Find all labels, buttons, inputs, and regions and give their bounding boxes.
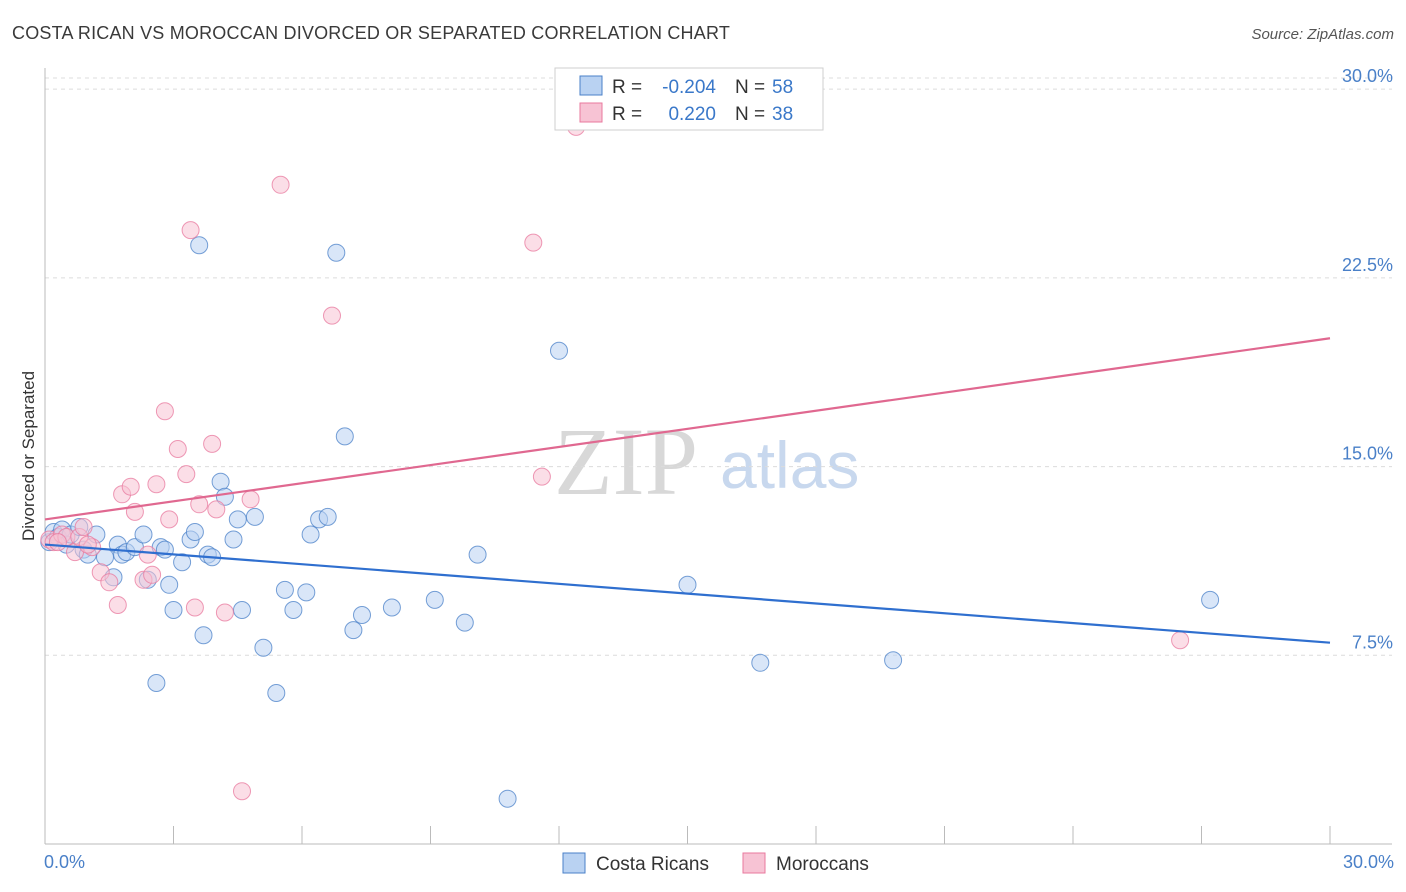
moroccan-point	[233, 782, 251, 801]
bottom-legend-swatch-moroccans	[742, 852, 766, 874]
moroccan-trend-line	[44, 337, 1331, 521]
trend-lines	[44, 337, 1331, 644]
legend-n-label-1: N =	[735, 77, 765, 98]
moroccan-point	[323, 306, 341, 325]
bottom-legend-label-costa-ricans: Costa Ricans	[596, 854, 709, 875]
moroccan-point	[74, 518, 93, 536]
moroccan-point	[108, 596, 127, 614]
series-legend: Costa Ricans Moroccans	[562, 852, 869, 875]
moroccan-point	[271, 175, 290, 194]
costa-rican-point	[751, 653, 770, 672]
legend-swatch-moroccans	[579, 102, 603, 123]
costa-rican-point	[468, 545, 487, 564]
y-tick-label: 22.5%	[1342, 255, 1393, 275]
costa-rican-point	[211, 472, 230, 491]
moroccan-point	[207, 500, 226, 519]
bottom-legend-label-moroccans: Moroccans	[776, 854, 869, 875]
costa-rican-point	[335, 427, 354, 446]
costa-rican-point	[344, 621, 363, 640]
costa-rican-point	[455, 613, 474, 632]
costa-rican-point	[224, 530, 243, 549]
moroccan-point	[100, 573, 119, 592]
moroccan-point	[177, 465, 196, 484]
costa-rican-point	[297, 583, 316, 602]
moroccan-point	[121, 477, 140, 496]
costa-rican-point	[425, 590, 444, 609]
costa-rican-point	[185, 523, 204, 541]
y-tick-label: 30.0%	[1342, 66, 1393, 86]
costa-rican-point	[164, 601, 183, 619]
legend-swatch-costa-ricans	[579, 75, 603, 96]
costa-rican-point	[228, 510, 247, 529]
moroccan-point	[168, 440, 187, 458]
moroccan-point	[181, 221, 200, 240]
costa-rican-point	[550, 341, 568, 360]
scatter-points	[40, 117, 1220, 808]
costa-rican-point	[155, 540, 174, 559]
gridlines	[45, 77, 1392, 656]
moroccan-point	[78, 535, 97, 554]
moroccan-point	[160, 510, 179, 529]
moroccan-point	[190, 495, 209, 514]
costa-rican-point	[160, 575, 179, 594]
y-axis-label: Divorced or Separated	[19, 371, 38, 541]
costa-rican-point	[194, 626, 213, 645]
moroccan-point	[185, 598, 204, 617]
costa-rican-point	[134, 525, 153, 544]
costa-rican-point	[1201, 590, 1220, 609]
costa-rican-point	[190, 236, 209, 255]
chart-title: COSTA RICAN VS MOROCCAN DIVORCED OR SEPA…	[12, 23, 730, 43]
moroccan-point	[215, 603, 234, 622]
costa-rican-point	[275, 580, 294, 599]
x-tick-label-min: 0.0%	[44, 852, 85, 872]
costa-rican-point	[498, 789, 517, 808]
costa-rican-point	[267, 684, 286, 702]
watermark-atlas: atlas	[720, 428, 859, 502]
source-label: Source: ZipAtlas.com	[1251, 26, 1394, 43]
legend-n-value-2: 38	[772, 104, 793, 125]
x-tick-label-max: 30.0%	[1343, 852, 1394, 872]
costa-rican-point	[678, 575, 697, 594]
legend-r-label-2: R =	[612, 104, 642, 125]
legend-n-label-2: N =	[735, 104, 765, 125]
bottom-legend-swatch-costa-ricans	[562, 852, 586, 874]
axes: 7.5% 15.0% 22.5% 30.0%	[44, 66, 1393, 845]
legend-r-value-2: 0.220	[668, 104, 716, 125]
moroccan-point	[138, 545, 157, 564]
costa-rican-point	[147, 674, 166, 692]
costa-rican-point	[327, 243, 346, 262]
costa-rican-point	[284, 601, 303, 619]
costa-rican-point	[254, 638, 273, 657]
costa-rican-point	[245, 507, 264, 526]
y-tick-label: 15.0%	[1342, 444, 1393, 464]
costa-rican-point	[233, 601, 251, 619]
moroccan-point	[48, 533, 67, 552]
watermark-zip: ZIP	[554, 408, 698, 515]
moroccan-point	[524, 233, 543, 252]
correlation-legend: R = -0.204 N = 58 R = 0.220 N = 38	[554, 67, 824, 131]
moroccan-point	[203, 434, 222, 453]
moroccan-point	[241, 490, 260, 509]
legend-r-value-1: -0.204	[662, 77, 716, 98]
costa-rican-point	[318, 507, 337, 526]
moroccan-point	[1171, 631, 1190, 650]
moroccan-point	[155, 402, 174, 421]
legend-n-value-1: 58	[772, 77, 793, 98]
costa-rican-point	[884, 651, 903, 670]
y-tick-label: 7.5%	[1352, 632, 1393, 652]
moroccan-point	[143, 565, 162, 584]
costa-rican-point	[353, 606, 371, 624]
legend-r-label-1: R =	[612, 77, 642, 98]
moroccan-point	[532, 467, 551, 486]
costa-rican-point	[382, 598, 401, 617]
moroccan-point	[147, 475, 166, 494]
costa-rican-point	[173, 553, 192, 572]
costa-rican-trend-line	[44, 543, 1331, 644]
costa-rican-point	[301, 525, 320, 544]
